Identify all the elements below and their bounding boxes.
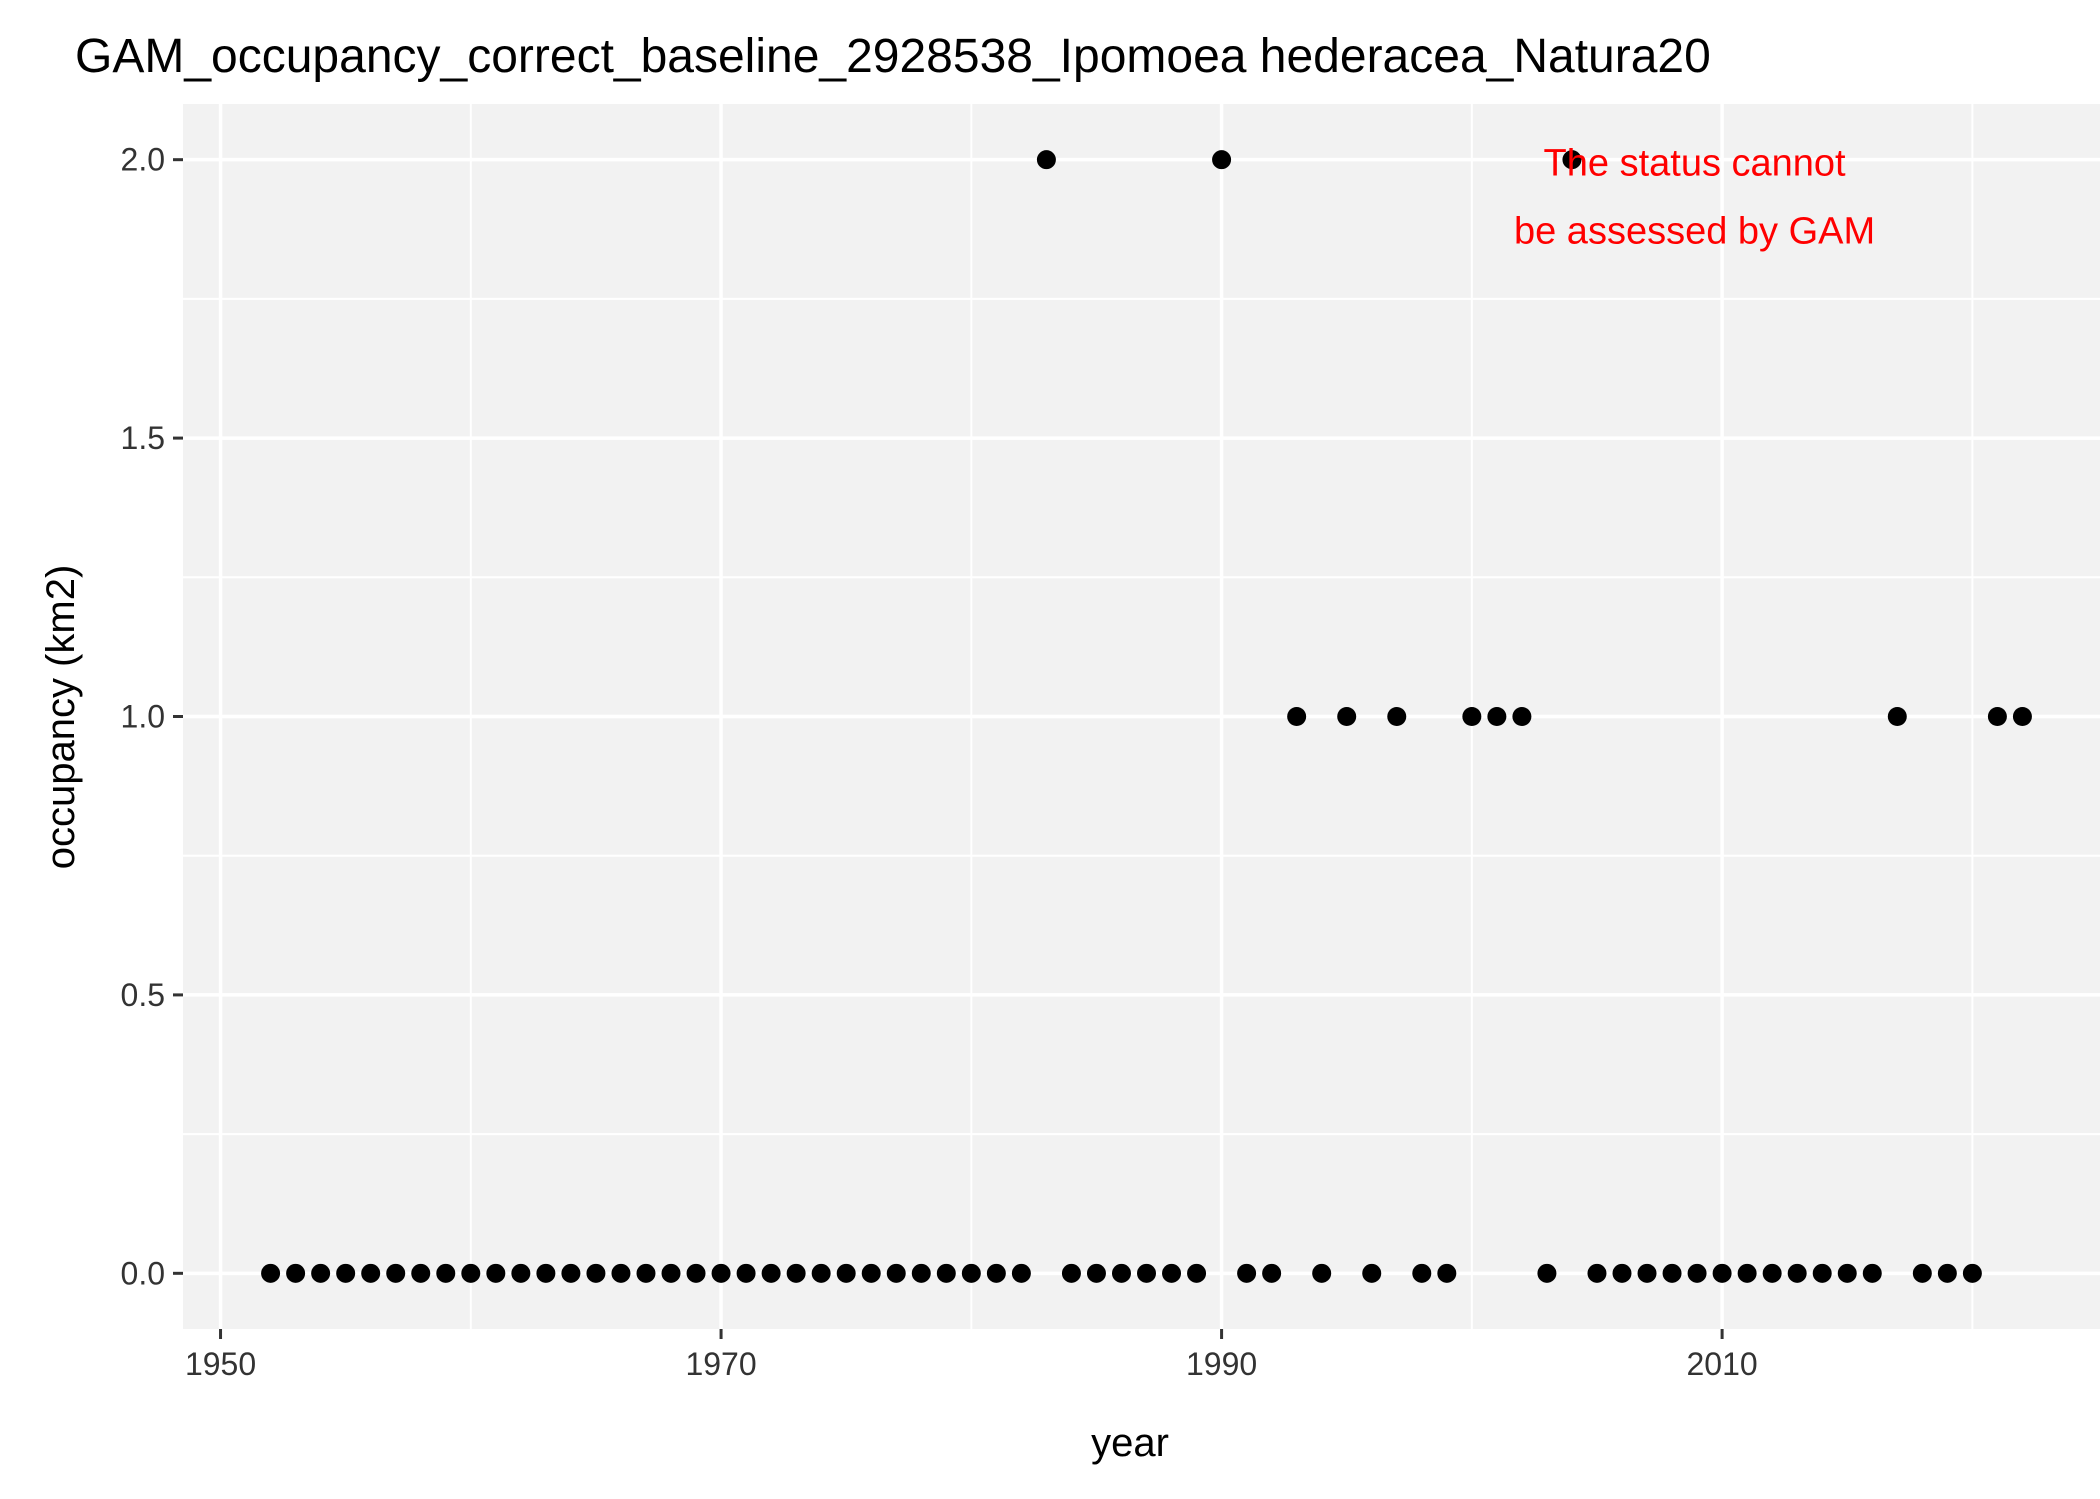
x-tick-label: 1950 [185,1346,256,1382]
data-point [1512,707,1532,726]
data-point [1412,1263,1432,1283]
annotation-line-2: be assessed by GAM [1514,211,1875,253]
y-axis: 0.0 0.5 1.0 1.5 2.0 [121,142,183,1291]
data-point [1387,707,1407,726]
data-point [461,1263,481,1283]
data-point [636,1263,656,1283]
data-point [1487,707,1507,726]
data-point [1212,150,1232,170]
data-point [1737,1263,1757,1283]
y-tick-label: 1.0 [121,699,165,735]
data-point [1137,1263,1157,1283]
data-point [1987,707,2007,726]
data-point [1086,1263,1106,1283]
data-point [1587,1263,1607,1283]
data-point [1562,150,1582,170]
data-point [1712,1263,1732,1283]
data-point [1687,1263,1707,1283]
data-point [386,1263,406,1283]
data-point [1237,1263,1257,1283]
data-point [911,1263,931,1283]
data-point [811,1263,831,1283]
data-point [561,1263,581,1283]
data-point [1011,1263,1031,1283]
data-point [1262,1263,1282,1283]
data-point [1962,1263,1982,1283]
y-tick-label: 2.0 [121,142,165,178]
data-point [886,1263,906,1283]
data-point [1437,1263,1457,1283]
data-point [986,1263,1006,1283]
data-point [736,1263,756,1283]
data-point [761,1263,781,1283]
x-tick-label: 1990 [1186,1346,1257,1382]
data-point [861,1263,881,1283]
data-point [1837,1263,1857,1283]
data-point [1887,707,1907,726]
y-tick-label: 0.0 [121,1255,165,1291]
data-point [936,1263,956,1283]
data-point [1187,1263,1207,1283]
annotation-line-1: The status cannot [1544,143,1847,185]
data-point [786,1263,806,1283]
data-point [436,1263,456,1283]
data-point [961,1263,981,1283]
data-point [1462,707,1482,726]
x-tick-label: 1970 [685,1346,756,1382]
data-points [261,150,2032,1283]
data-point [1662,1263,1682,1283]
data-point [486,1263,506,1283]
data-point [1111,1263,1131,1283]
data-point [336,1263,356,1283]
annotation: The status cannot be assessed by GAM [1514,143,1875,253]
y-axis-label: occupancy (km2) [39,565,83,870]
data-point [836,1263,856,1283]
y-tick-label: 1.5 [121,420,165,456]
data-point [1287,707,1307,726]
data-point [411,1263,431,1283]
data-point [536,1263,556,1283]
chart-title: GAM_occupancy_correct_baseline_2928538_I… [75,30,1711,83]
data-point [1637,1263,1657,1283]
data-point [661,1263,681,1283]
x-tick-label: 2010 [1687,1346,1758,1382]
data-point [1362,1263,1382,1283]
data-point [586,1263,606,1283]
data-point [261,1263,281,1283]
data-point [1937,1263,1957,1283]
major-gridlines [183,104,2100,1329]
data-point [1337,707,1357,726]
data-point [2012,707,2032,726]
data-point [311,1263,331,1283]
data-point [1787,1263,1807,1283]
data-point [1537,1263,1557,1283]
data-point [1036,150,1056,170]
data-point [1862,1263,1882,1283]
data-point [686,1263,706,1283]
data-point [1912,1263,1932,1283]
data-point [1812,1263,1832,1283]
data-point [1061,1263,1081,1283]
data-point [611,1263,631,1283]
data-point [511,1263,531,1283]
data-point [361,1263,381,1283]
data-point [286,1263,306,1283]
y-tick-label: 0.5 [121,977,165,1013]
x-axis-label: year [1091,1421,1169,1465]
data-point [1162,1263,1182,1283]
data-point [1612,1263,1632,1283]
x-axis: 1950 1970 1990 2010 [185,1329,1758,1382]
data-point [1312,1263,1332,1283]
data-point [1762,1263,1782,1283]
data-point [711,1263,731,1283]
